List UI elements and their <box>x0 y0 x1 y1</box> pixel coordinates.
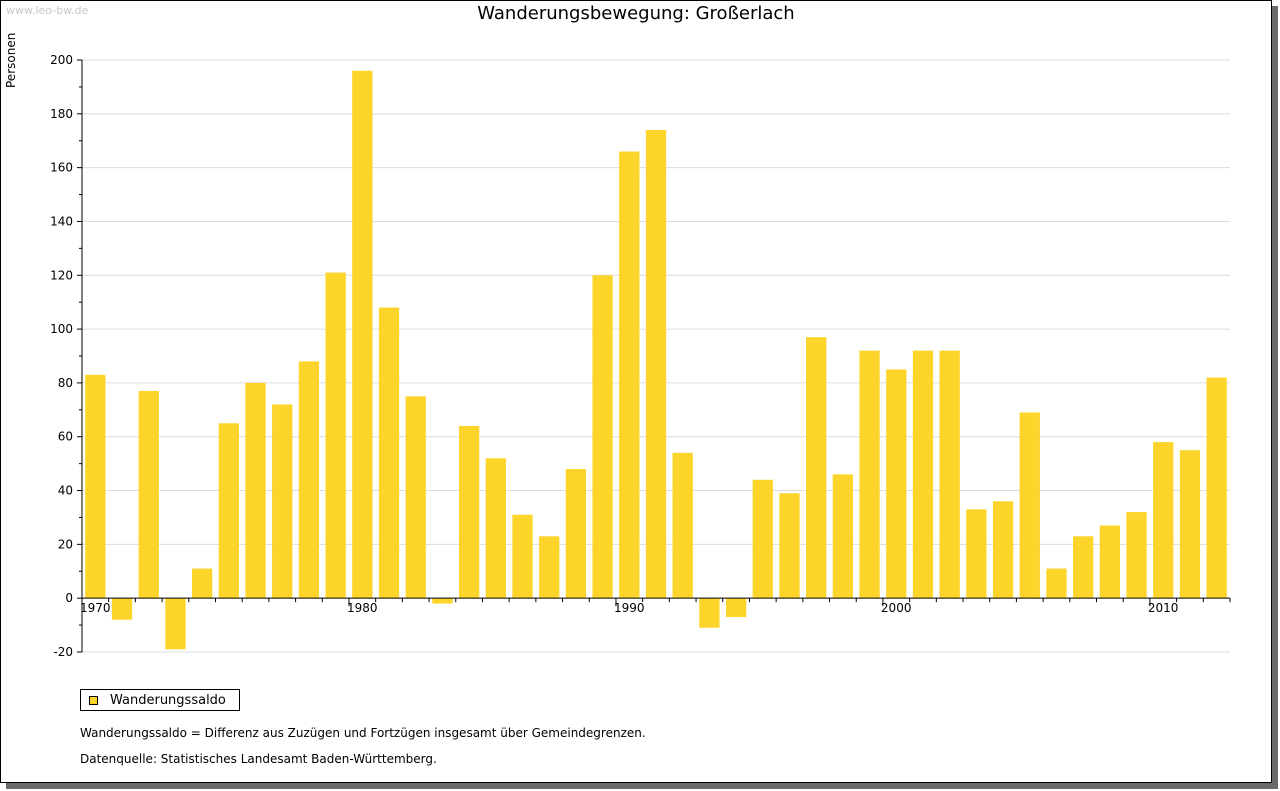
bar <box>432 598 453 604</box>
bar <box>165 598 186 650</box>
bar <box>565 469 587 599</box>
bar <box>485 458 506 599</box>
watermark: www.leo-bw.de <box>6 4 89 17</box>
bar <box>325 272 346 599</box>
y-tick-label: 60 <box>58 430 73 444</box>
x-tick-label: 2010 <box>1148 601 1179 615</box>
y-tick-label: 160 <box>50 161 73 175</box>
bar <box>539 536 560 599</box>
y-tick-label: 180 <box>50 107 73 121</box>
y-tick-label: 0 <box>65 591 73 605</box>
source-note: Datenquelle: Statistisches Landesamt Bad… <box>80 752 437 766</box>
bar <box>111 598 133 620</box>
bar <box>1179 450 1201 599</box>
definition-note: Wanderungssaldo = Differenz aus Zuzügen … <box>80 726 646 740</box>
bar <box>672 452 693 599</box>
bar <box>245 382 266 599</box>
y-tick-label: 200 <box>50 53 73 67</box>
x-tick-label: 1970 <box>80 601 111 615</box>
bar <box>378 307 400 599</box>
x-tick-label: 1990 <box>614 601 645 615</box>
bar <box>191 568 213 599</box>
bar <box>512 514 533 599</box>
bar <box>138 390 159 599</box>
bar <box>1153 442 1174 599</box>
bar <box>806 337 827 599</box>
bar <box>699 598 720 628</box>
bar <box>272 404 293 599</box>
bar <box>1046 568 1067 599</box>
bar <box>859 350 880 599</box>
bar <box>992 501 1014 599</box>
bar <box>939 350 960 599</box>
y-tick-label: 20 <box>58 537 73 551</box>
bar <box>886 369 907 599</box>
bar <box>1019 412 1040 599</box>
bar <box>405 396 426 599</box>
bar <box>1126 512 1147 599</box>
bar <box>832 474 854 599</box>
y-tick-label: 140 <box>50 214 73 228</box>
x-tick-label: 1980 <box>347 601 378 615</box>
bar <box>1073 536 1094 599</box>
bar <box>779 493 800 599</box>
legend: Wanderungssaldo <box>80 689 240 711</box>
legend-label: Wanderungssaldo <box>110 692 226 708</box>
bar <box>645 129 667 599</box>
bar <box>752 479 773 599</box>
bar-chart: -20 0 20 40 60 80 100 120 140 160 180 200 1970 1980 19… <box>50 53 1231 659</box>
bar <box>619 151 640 599</box>
y-tick-label: 40 <box>58 484 73 498</box>
bar <box>85 374 106 599</box>
y-tick-label: 100 <box>50 322 73 336</box>
bar <box>1206 377 1227 599</box>
bar <box>1099 525 1121 599</box>
legend-swatch <box>89 695 98 705</box>
bar <box>218 423 239 599</box>
bar <box>592 275 613 599</box>
chart-title: Wanderungsbewegung: Großerlach <box>477 3 795 24</box>
y-tick-label: 80 <box>58 376 73 390</box>
bar <box>298 361 320 599</box>
y-tick-label: 120 <box>50 268 73 282</box>
bar <box>912 350 934 599</box>
x-tick-label: 2000 <box>881 601 912 615</box>
bar <box>725 598 747 618</box>
bar <box>458 425 480 599</box>
y-tick-label: -20 <box>53 645 73 659</box>
bar <box>966 509 987 599</box>
bar <box>352 70 373 599</box>
